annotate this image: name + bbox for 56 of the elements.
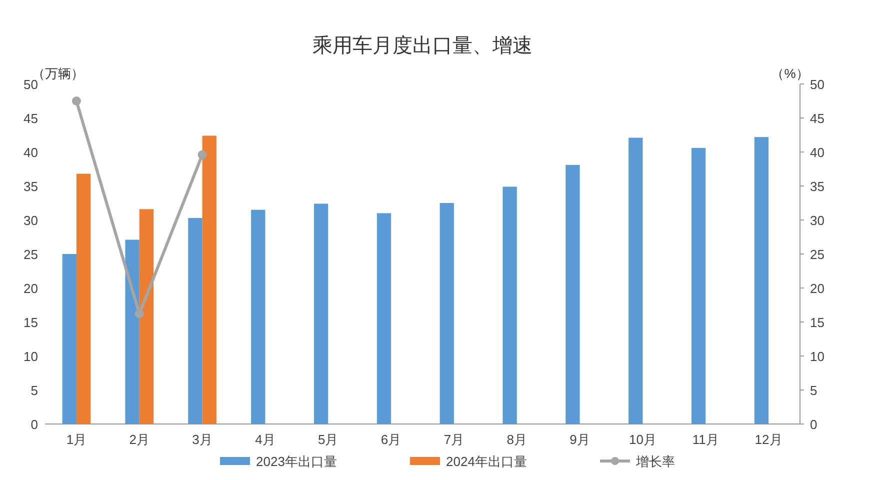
bar — [139, 209, 154, 424]
bar — [691, 148, 706, 424]
chart-title: 乘用车月度出口量、增速 — [312, 35, 532, 57]
y2-tick-label: 20 — [810, 281, 824, 296]
x-tick-label: 11月 — [692, 432, 719, 447]
y2-tick-label: 45 — [810, 111, 824, 126]
y2-tick-label: 10 — [810, 349, 824, 364]
y2-tick-label: 35 — [810, 179, 824, 194]
y-tick-label: 30 — [24, 213, 38, 228]
x-tick-label: 8月 — [506, 432, 527, 447]
bar — [376, 213, 392, 424]
y-tick-label: 35 — [24, 179, 38, 194]
bar — [314, 204, 328, 424]
bar — [754, 137, 769, 424]
y2-tick-label: 15 — [810, 315, 824, 330]
x-tick-label: 3月 — [192, 432, 212, 447]
bar — [76, 174, 91, 424]
x-tick-label: 6月 — [380, 432, 402, 447]
point — [134, 309, 144, 318]
y2-tick-label: 40 — [810, 145, 824, 160]
x-tick-label: 10月 — [628, 432, 656, 447]
y2-tick-label: 50 — [810, 77, 824, 92]
point — [72, 96, 81, 106]
bar — [125, 240, 140, 424]
y-tick-label: 10 — [24, 349, 38, 364]
y2-tick-label: 5 — [810, 383, 818, 398]
y-tick-label: 40 — [24, 145, 38, 160]
bar — [502, 186, 517, 424]
y-tick-label: 20 — [24, 281, 38, 296]
y2-tick-label: 25 — [810, 247, 824, 262]
y-tick-label: 45 — [24, 111, 38, 126]
x-tick-label: 7月 — [444, 432, 464, 447]
x-tick-label: 12月 — [754, 432, 782, 447]
y2-tick-label: 0 — [810, 417, 818, 432]
bar — [251, 210, 266, 424]
bar — [628, 138, 643, 424]
y-tick-label: 15 — [24, 315, 38, 330]
y2-tick-label: 30 — [810, 213, 824, 228]
legend-label: 2024年出口量 — [446, 454, 527, 469]
y-tick-label: 25 — [24, 247, 38, 262]
legend-label: 2023年出口量 — [256, 454, 337, 469]
x-tick-label: 5月 — [318, 432, 338, 447]
bar — [440, 203, 454, 424]
x-tick-label: 1月 — [66, 432, 87, 447]
bar — [62, 254, 76, 424]
bar — [202, 136, 216, 424]
point — [198, 150, 207, 160]
y-tick-label: 0 — [30, 417, 38, 432]
x-tick-label: 9月 — [570, 432, 590, 447]
legend-label: 增长率 — [635, 454, 675, 469]
y-tick-label: 5 — [30, 383, 38, 398]
bar — [188, 218, 202, 424]
x-tick-label: 2月 — [129, 432, 150, 447]
y2-axis-title: （%） — [771, 66, 809, 81]
bar — [566, 164, 580, 424]
x-tick-label: 4月 — [255, 432, 276, 447]
